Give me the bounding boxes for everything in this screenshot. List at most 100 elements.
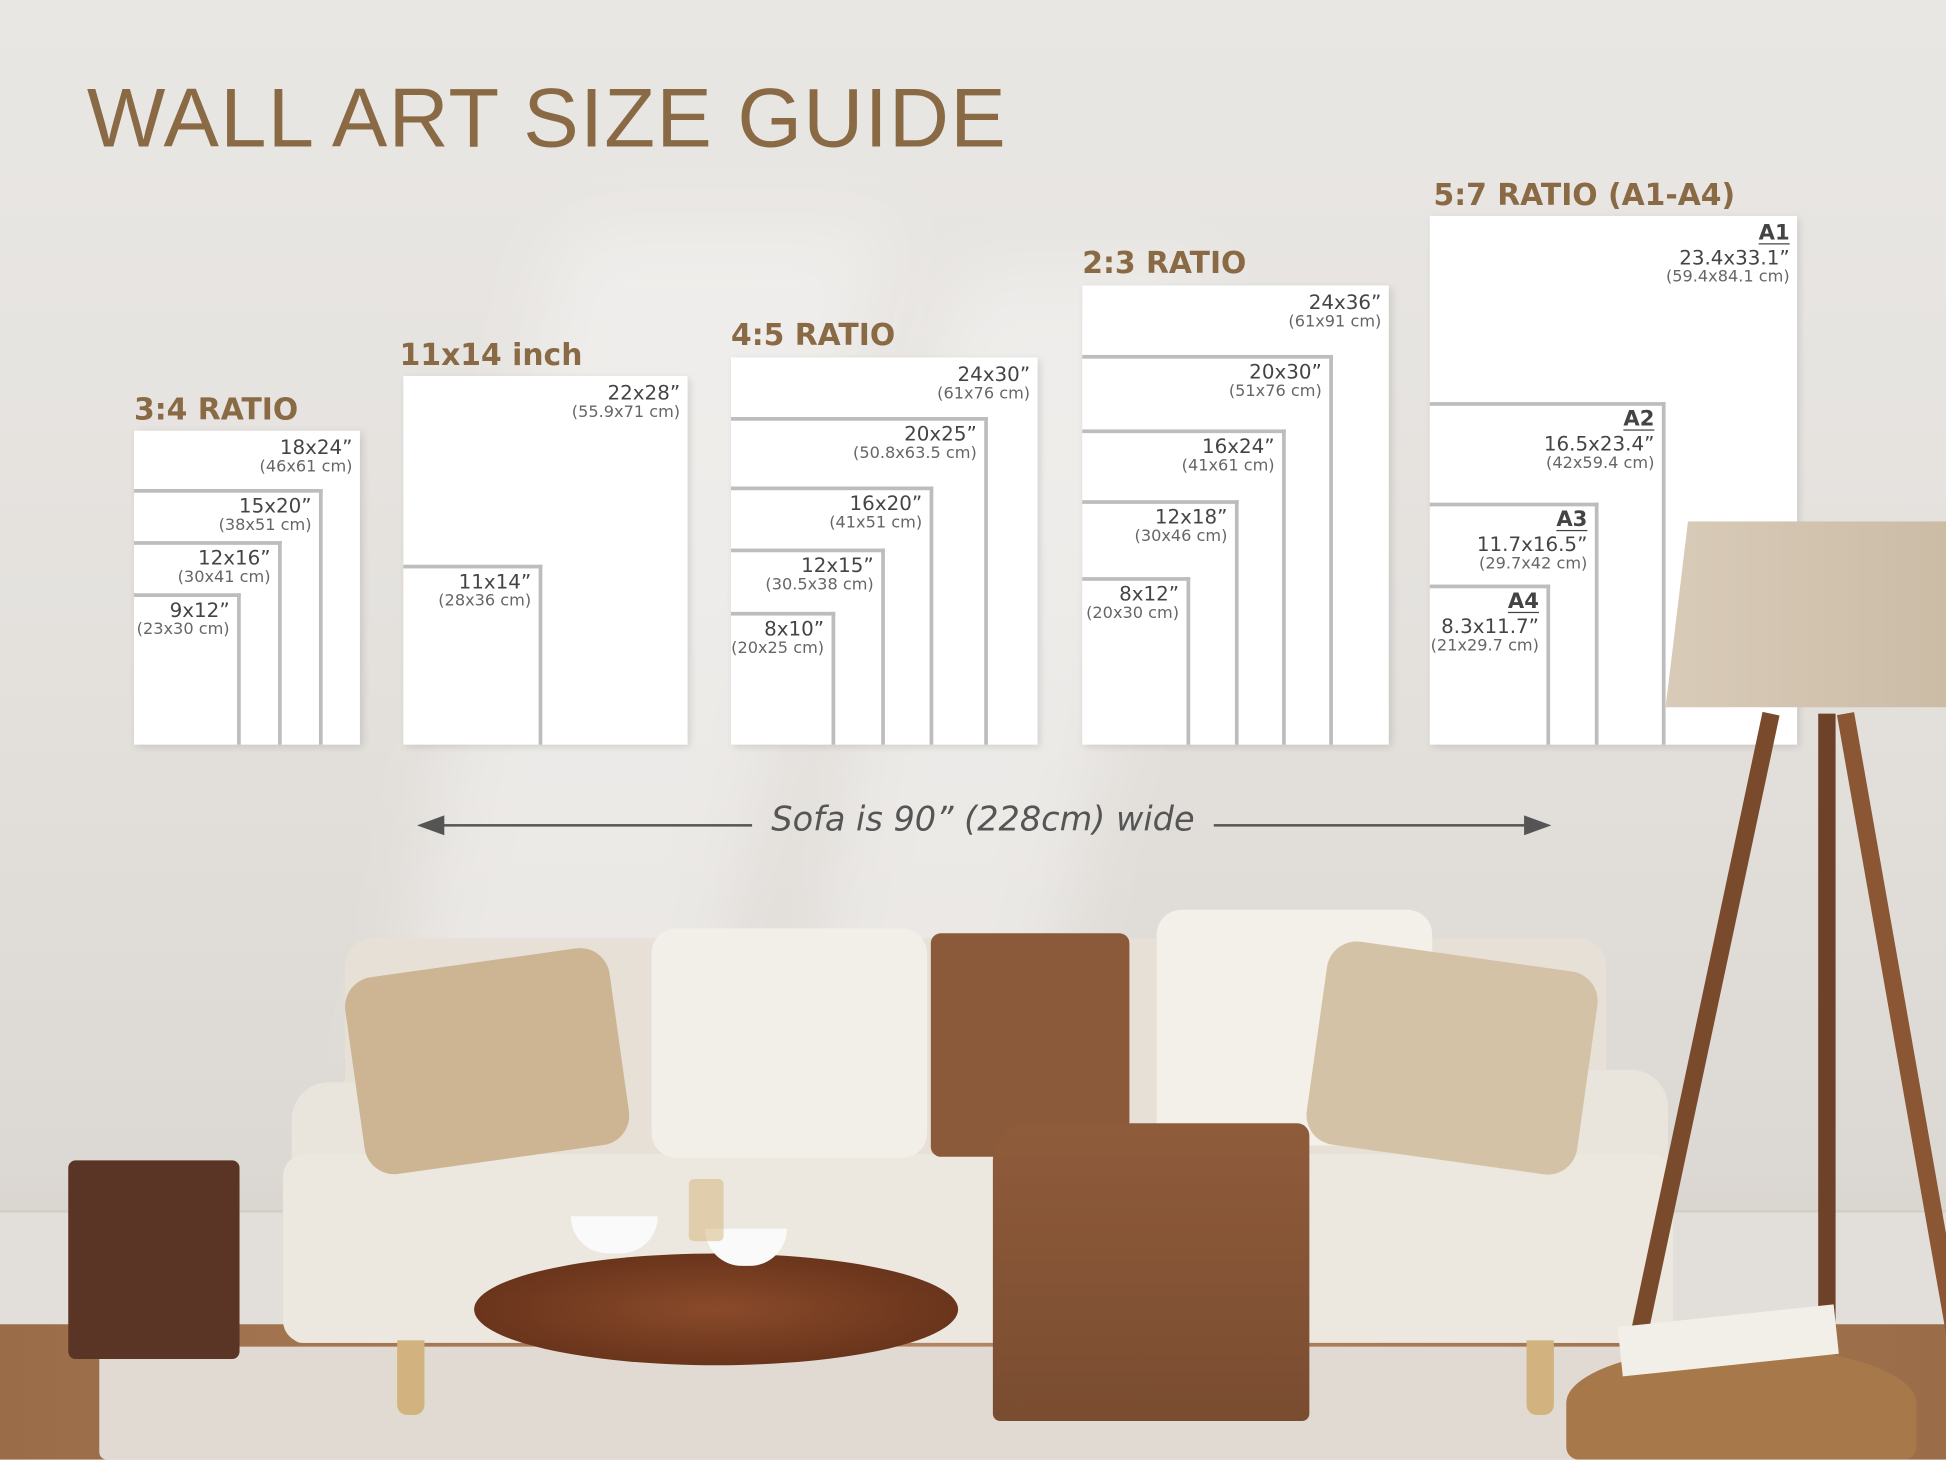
size-cm: (61x91 cm): [1288, 313, 1382, 332]
size-cm: (41x51 cm): [829, 514, 923, 533]
print-frame: [1429, 502, 1599, 745]
size-cm: (55.9x71 cm): [571, 403, 681, 423]
sofa-leg: [1526, 1340, 1554, 1415]
size-inches: 12x16”: [197, 546, 271, 570]
size-inches: 11x14”: [458, 569, 532, 594]
size-label: 18x24” (46x61 cm): [259, 435, 353, 478]
size-inches: 12x18”: [1154, 505, 1228, 529]
print-frame: [134, 488, 323, 745]
throw-blanket: [930, 933, 1130, 1157]
size-inches: 15x20”: [238, 493, 312, 518]
coffee-table: [474, 1253, 959, 1366]
size-cm: (38x51 cm): [218, 516, 312, 536]
paper-size-code: A3: [1556, 507, 1588, 533]
pillow: [651, 928, 928, 1158]
size-label: A3 11.7x16.5” (29.7x42 cm): [1476, 507, 1588, 575]
size-cm: (50.8x63.5 cm): [853, 444, 977, 464]
arrow-right-line: [1213, 824, 1534, 827]
size-inches: 11.7x16.5”: [1476, 531, 1588, 556]
print-frame: [1429, 584, 1551, 745]
group-heading: 2:3 RATIO: [1082, 245, 1247, 281]
size-cm: (29.7x42 cm): [1479, 554, 1588, 574]
size-cm: (30x41 cm): [177, 568, 271, 588]
size-inches: 16x20”: [849, 491, 923, 516]
size-inches: 12x15”: [801, 553, 874, 578]
size-inches: 8x12”: [1119, 582, 1180, 606]
size-label: A4 8.3x11.7” (21x29.7 cm): [1430, 589, 1539, 657]
size-label: 24x30” (61x76 cm): [937, 362, 1031, 405]
print-frame: [134, 593, 241, 745]
size-label: 12x18” (30x46 cm): [1134, 505, 1228, 547]
print-frame: [731, 417, 988, 745]
magazine-rack: [68, 1160, 240, 1360]
sofa-leg: [397, 1340, 425, 1415]
pillow: [341, 944, 634, 1179]
size-cm: (59.4x84.1 cm): [1665, 268, 1790, 287]
lamp-shade: [1665, 521, 1946, 708]
size-inches: 24x36”: [1308, 290, 1382, 314]
size-cm: (23x30 cm): [136, 621, 230, 640]
size-inches: 16x24”: [1202, 434, 1275, 458]
print-frame: [1082, 577, 1191, 745]
size-inches: 20x25”: [904, 421, 977, 446]
print-frame: [1429, 402, 1666, 745]
throw-blanket: [992, 1123, 1310, 1422]
sofa-width-note: Sofa is 90” (228cm) wide: [771, 800, 1195, 839]
size-inches: 8x10”: [764, 616, 825, 641]
size-label: 22x28” (55.9x71 cm): [571, 381, 681, 423]
paper-size-code: A1: [1758, 220, 1790, 246]
size-cm: (20x30 cm): [1086, 604, 1180, 624]
size-label: 16x24” (41x61 cm): [1181, 434, 1275, 477]
print-frame: [403, 564, 543, 745]
size-label: 11x14” (28x36 cm): [438, 569, 532, 612]
size-cm: (42x59.4 cm): [1546, 454, 1655, 473]
size-label: 24x36” (61x91 cm): [1288, 290, 1382, 333]
size-label: 20x30” (51x76 cm): [1228, 359, 1322, 402]
size-cm: (51x76 cm): [1228, 382, 1322, 402]
size-label: 8x12” (20x30 cm): [1086, 582, 1180, 624]
group-heading: 5:7 RATIO (A1-A4): [1433, 177, 1736, 213]
arrow-right-icon: [1524, 815, 1552, 836]
size-inches: 24x30”: [957, 362, 1031, 386]
paper-size-code: A2: [1623, 407, 1655, 432]
print-frame: [1082, 500, 1239, 745]
lamp-leg: [1818, 713, 1836, 1347]
size-cm: (41x61 cm): [1181, 457, 1275, 476]
size-label: A1 23.4x33.1” (59.4x84.1 cm): [1665, 220, 1790, 288]
paper-size-code: A4: [1507, 589, 1539, 615]
print-frame: [731, 548, 885, 745]
print-frame: [1082, 429, 1286, 745]
size-label: 12x15” (30.5x38 cm): [765, 553, 874, 596]
size-inches: 9x12”: [169, 598, 230, 622]
size-cm: (21x29.7 cm): [1430, 636, 1539, 656]
print-frame: [403, 376, 688, 745]
size-label: 16x20” (41x51 cm): [829, 491, 923, 534]
group-heading: 11x14 inch: [399, 337, 583, 373]
size-label: 20x25” (50.8x63.5 cm): [853, 421, 977, 464]
size-cm: (30x46 cm): [1134, 527, 1228, 547]
group-heading: 4:5 RATIO: [731, 317, 896, 353]
size-label: 8x10” (20x25 cm): [731, 616, 825, 659]
size-cm: (20x25 cm): [731, 639, 825, 659]
print-frame: [134, 541, 282, 745]
size-cm: (28x36 cm): [438, 592, 532, 612]
size-label: A2 16.5x23.4” (42x59.4 cm): [1544, 408, 1654, 474]
group-heading: 3:4 RATIO: [134, 392, 299, 427]
size-cm: (46x61 cm): [259, 458, 353, 478]
pillow: [1302, 937, 1602, 1179]
rug: [99, 1346, 1713, 1460]
size-inches: 22x28”: [607, 381, 681, 405]
size-label: 12x16” (30x41 cm): [177, 546, 271, 588]
vase: [688, 1179, 724, 1242]
size-label: 9x12” (23x30 cm): [136, 598, 230, 640]
page-title: WALL ART SIZE GUIDE: [86, 71, 1007, 166]
print-frame: [731, 486, 934, 745]
size-cm: (61x76 cm): [937, 385, 1031, 404]
size-inches: 8.3x11.7”: [1441, 613, 1539, 638]
print-frame: [731, 611, 836, 745]
size-inches: 18x24”: [279, 435, 353, 460]
size-inches: 20x30”: [1249, 359, 1322, 384]
arrow-left-line: [429, 824, 753, 827]
size-label: 15x20” (38x51 cm): [218, 493, 312, 536]
